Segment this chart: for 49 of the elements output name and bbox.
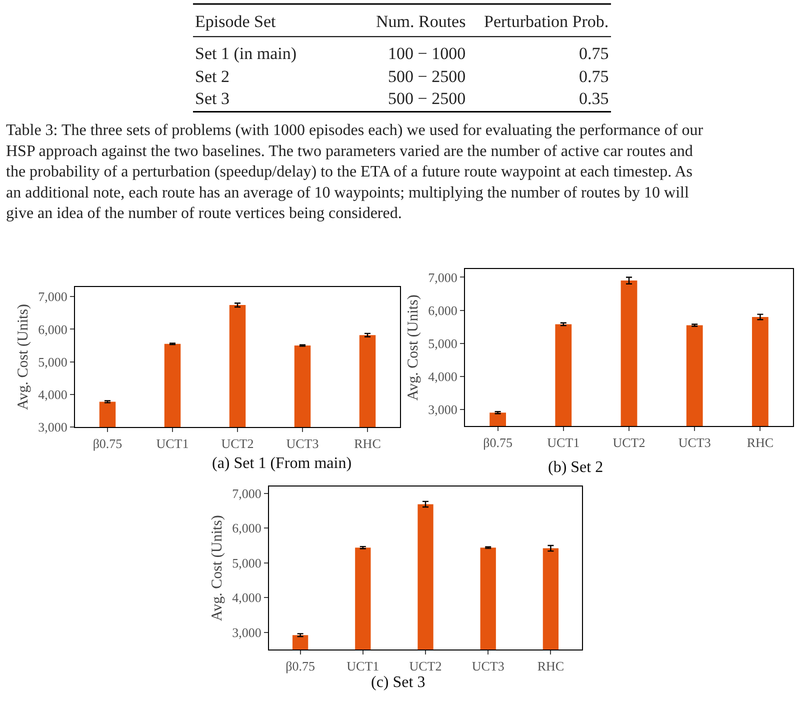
- text: 100 − 1000: [388, 44, 466, 63]
- y-tick-label: 4,000: [38, 387, 68, 402]
- y-tick-label: 5,000: [38, 354, 68, 370]
- x-tick-label: UCT1: [547, 434, 580, 450]
- text: 0.75: [579, 44, 609, 63]
- y-tick-label: 4,000: [428, 369, 458, 384]
- x-tick-label: UCT3: [286, 436, 319, 451]
- y-tick-label: 3,000: [232, 624, 262, 640]
- y-tick-label: 7,000: [38, 289, 68, 304]
- x-tick-label: UCT2: [221, 436, 254, 451]
- x-tick-label: β0.75: [286, 658, 315, 674]
- y-tick-label: 6,000: [232, 520, 262, 536]
- x-tick-label: RHC: [354, 436, 381, 451]
- x-tick-label: β0.75: [483, 434, 512, 450]
- y-tick-label: 7,000: [428, 270, 458, 285]
- y-tick-label: 4,000: [232, 590, 262, 606]
- text: Set 3: [195, 89, 230, 108]
- y-axis-title: Avg. Cost (Units): [209, 515, 226, 622]
- text: Set 1 (in main): [195, 44, 297, 63]
- x-tick-label: UCT2: [409, 658, 442, 674]
- y-tick-label: 3,000: [38, 420, 68, 435]
- text: 0.75: [579, 67, 609, 86]
- y-tick-label: 5,000: [232, 555, 262, 570]
- y-tick-label: 3,000: [428, 402, 458, 418]
- y-tick-label: 6,000: [428, 302, 458, 318]
- text: (b) Set 2: [548, 459, 604, 476]
- y-tick-label: 7,000: [232, 486, 262, 501]
- x-tick-label: β0.75: [92, 436, 122, 451]
- caption: Table 3: The three sets of problems (with 1000 episodes each) we used for evaluating the performance of our HSP approach against the two baselines. The two parameters varied are the number of active car routes and the probability of a perturbation (speedup/delay) to the ETA of a future route waypoint at each timestep. As an additional note, each route has an average of 10 waypoints; multiplying the number of routes by 10 will give an idea of the number of route vertices being considered.: [6, 122, 704, 222]
- y-tick-label: 5,000: [428, 336, 458, 351]
- x-tick-label: RHC: [746, 434, 774, 450]
- category-label: Num. Routes: [376, 12, 466, 31]
- text: (c) Set 3: [371, 674, 426, 691]
- y-axis-title: Avg. Cost (Units): [405, 294, 422, 401]
- x-tick-label: UCT3: [472, 658, 504, 674]
- text: 500 − 2500: [388, 67, 466, 86]
- text: Set 2: [195, 67, 230, 86]
- x-tick-label: UCT1: [156, 436, 189, 451]
- x-tick-label: UCT3: [678, 434, 711, 450]
- category-label: Perturbation Prob.: [484, 12, 609, 31]
- category-label: Episode Set: [195, 12, 276, 31]
- x-tick-label: RHC: [537, 658, 564, 674]
- x-tick-label: UCT2: [612, 434, 646, 450]
- y-axis-title: Avg. Cost (Units): [15, 304, 32, 410]
- text: (a) Set 1 (From main): [212, 455, 352, 472]
- y-tick-label: 6,000: [38, 322, 68, 337]
- text: 0.35: [579, 89, 609, 108]
- x-tick-label: UCT1: [346, 658, 380, 674]
- text: 500 − 2500: [388, 89, 466, 108]
